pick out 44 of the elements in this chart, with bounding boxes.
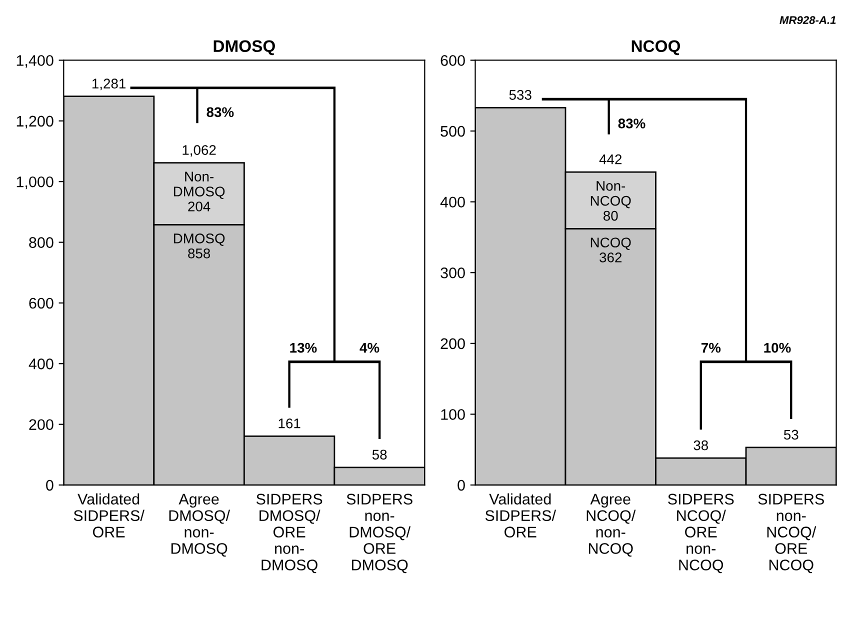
data-label: Non- DMOSQ 204 [174,172,225,212]
y-tick-label: 500 [440,126,465,137]
total-label: 38 [694,440,708,450]
total-label: 53 [784,430,798,440]
y-tick-label: 1,200 [16,116,54,128]
x-tick-label: Validated SIDPERS/ ORE [485,493,556,538]
total-label: 161 [278,418,300,428]
y-tick-label: 800 [29,237,54,248]
y-tick-label: 200 [29,419,54,430]
x-tick-label: SIDPERS non- NCOQ/ ORE NCOQ [758,494,824,574]
y-tick-label: 600 [29,298,54,309]
y-tick-label: 0 [458,480,465,491]
chart-title: NCOQ [632,40,680,56]
text: MR928-A.1 [780,16,836,24]
y-tick-label: 300 [440,267,465,278]
y-tick-label: 400 [440,196,465,208]
total-label: 533 [509,90,532,100]
y-tick-label: 200 [440,338,465,350]
annotation: 83% [618,118,646,128]
annotation: 83% [206,107,234,118]
annotation: 10% [764,342,791,353]
x-tick-label: SIDPERS DMOSQ/ ORE non- DMOSQ [256,494,322,574]
x-tick-label: Validated SIDPERS/ ORE [74,493,144,538]
y-tick-label: 1,400 [16,55,54,68]
y-tick-label: 600 [440,55,465,66]
y-tick-label: 400 [28,358,54,370]
data-label: DMOSQ 858 [174,234,225,258]
total-label: 1,062 [182,145,216,157]
x-tick-label: SIDPERS NCOQ/ ORE non- NCOQ [668,494,734,574]
y-tick-label: 100 [441,409,465,420]
total-label: 442 [599,154,622,164]
annotation: 13% [290,342,317,353]
total-label: 58 [372,450,387,460]
y-tick-label: 0 [46,480,54,491]
x-tick-label: Agree NCOQ/ non- NCOQ [586,494,636,557]
x-tick-label: Agree DMOSQ/ non- DMOSQ [169,494,230,557]
x-tick-label: SIDPERS non- DMOSQ/ ORE DMOSQ [346,494,412,574]
annotation: 4% [360,342,380,353]
data-label: NCOQ 362 [590,238,631,262]
data-label: Non- NCOQ 80 [590,181,631,221]
total-label: 1,281 [92,78,126,90]
annotation: 7% [701,342,721,353]
chart-title: DMOSQ [214,40,275,56]
y-tick-label: 1,000 [16,176,54,190]
